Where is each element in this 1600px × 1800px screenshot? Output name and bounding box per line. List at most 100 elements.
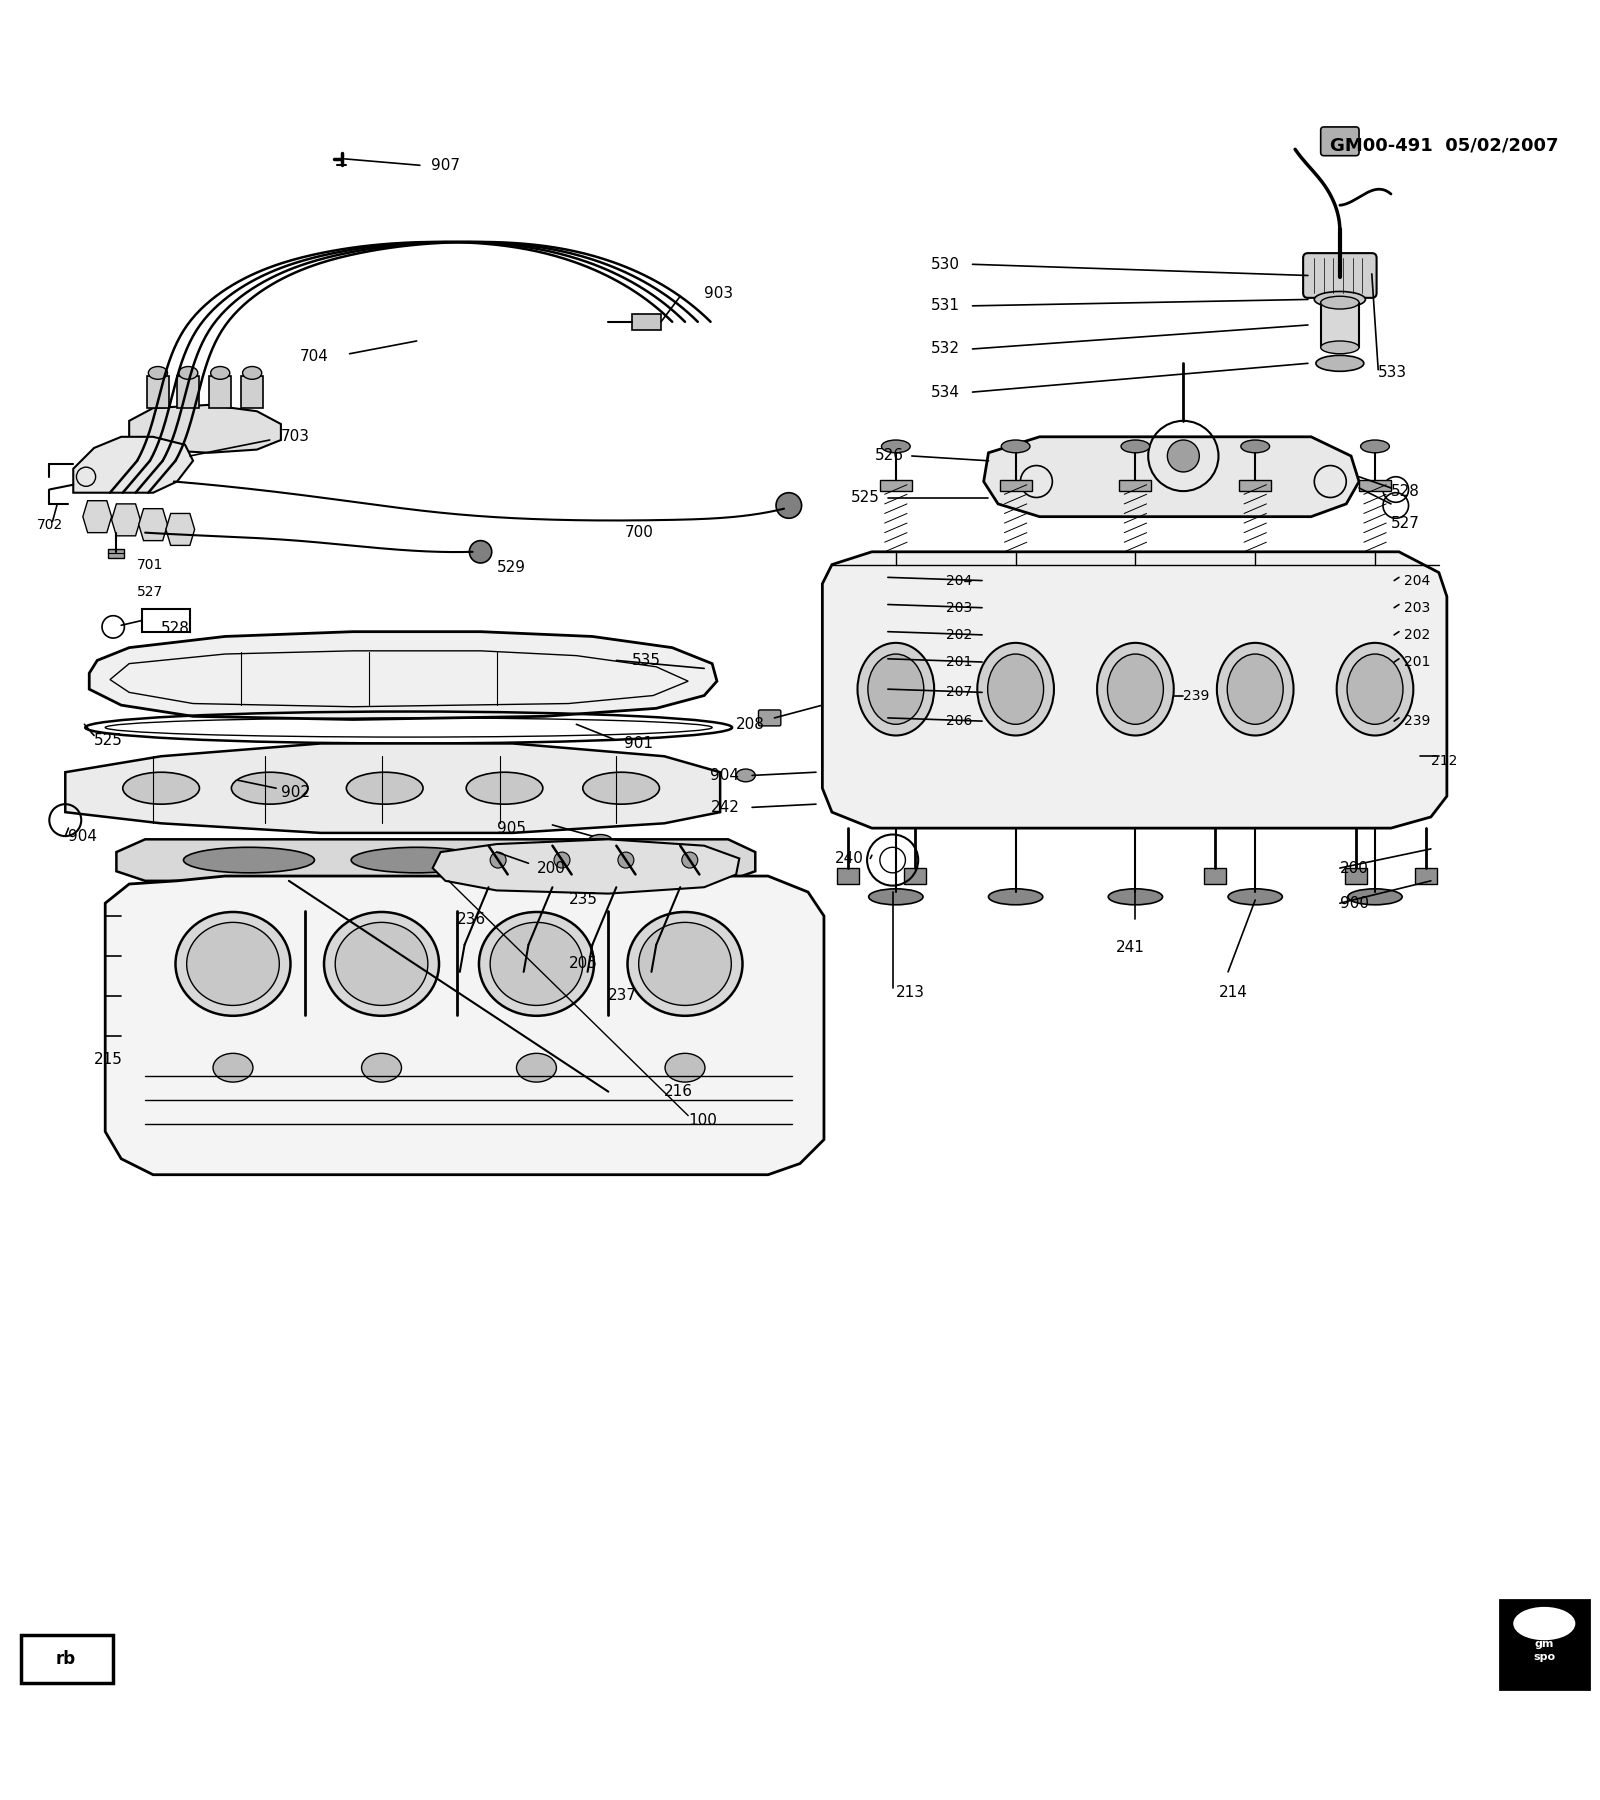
Ellipse shape xyxy=(1098,643,1174,736)
Ellipse shape xyxy=(1320,297,1358,310)
Text: 528: 528 xyxy=(162,621,190,635)
Ellipse shape xyxy=(123,772,200,805)
Text: 204: 204 xyxy=(1403,574,1430,587)
Text: 208: 208 xyxy=(736,716,765,733)
Text: 202: 202 xyxy=(1403,628,1430,643)
Text: 206: 206 xyxy=(946,715,973,729)
Polygon shape xyxy=(106,877,824,1175)
Text: 527: 527 xyxy=(1390,515,1419,531)
Text: 212: 212 xyxy=(1430,754,1458,769)
Circle shape xyxy=(1168,439,1200,472)
Text: 207: 207 xyxy=(946,686,973,700)
Ellipse shape xyxy=(350,848,482,873)
Bar xyxy=(837,868,859,884)
Bar xyxy=(210,376,232,409)
Ellipse shape xyxy=(1122,439,1150,454)
Ellipse shape xyxy=(184,848,315,873)
Ellipse shape xyxy=(211,367,230,380)
Ellipse shape xyxy=(867,653,923,724)
Text: 907: 907 xyxy=(430,158,459,173)
Bar xyxy=(1120,481,1152,491)
Text: 900: 900 xyxy=(1339,896,1370,911)
Ellipse shape xyxy=(213,1053,253,1082)
Text: 905: 905 xyxy=(496,821,525,835)
Text: 241: 241 xyxy=(1117,940,1146,956)
Ellipse shape xyxy=(187,922,280,1006)
Ellipse shape xyxy=(243,367,262,380)
Circle shape xyxy=(554,851,570,868)
Ellipse shape xyxy=(1229,889,1282,905)
Text: 901: 901 xyxy=(624,736,653,751)
FancyBboxPatch shape xyxy=(1302,254,1376,297)
Polygon shape xyxy=(112,504,141,536)
Text: 202: 202 xyxy=(946,628,973,643)
Text: 902: 902 xyxy=(282,785,310,801)
Ellipse shape xyxy=(987,653,1043,724)
Text: 535: 535 xyxy=(632,653,661,668)
Ellipse shape xyxy=(517,1053,557,1082)
Polygon shape xyxy=(166,513,195,545)
Text: 527: 527 xyxy=(138,585,163,599)
Ellipse shape xyxy=(1002,439,1030,454)
Text: 201: 201 xyxy=(1403,655,1430,670)
Polygon shape xyxy=(130,405,282,454)
FancyBboxPatch shape xyxy=(1320,128,1358,155)
Text: 904: 904 xyxy=(710,769,739,783)
Circle shape xyxy=(469,540,491,563)
Ellipse shape xyxy=(666,1053,706,1082)
Ellipse shape xyxy=(336,922,427,1006)
Ellipse shape xyxy=(466,772,542,805)
Text: 904: 904 xyxy=(69,828,98,844)
Ellipse shape xyxy=(1347,653,1403,724)
Text: 204: 204 xyxy=(946,574,973,587)
Text: 213: 213 xyxy=(896,985,925,1001)
Text: gm
spo: gm spo xyxy=(1533,1640,1555,1661)
Ellipse shape xyxy=(518,848,650,873)
Text: 525: 525 xyxy=(851,490,880,506)
Polygon shape xyxy=(90,632,717,720)
Bar xyxy=(904,868,926,884)
Text: 237: 237 xyxy=(608,988,637,1003)
Ellipse shape xyxy=(627,913,742,1015)
Ellipse shape xyxy=(149,367,168,380)
Ellipse shape xyxy=(582,772,659,805)
Text: 525: 525 xyxy=(94,733,123,747)
Ellipse shape xyxy=(346,772,422,805)
Ellipse shape xyxy=(1107,653,1163,724)
Text: 239: 239 xyxy=(1403,715,1430,729)
Text: 530: 530 xyxy=(931,257,960,272)
Ellipse shape xyxy=(232,772,309,805)
Bar xyxy=(632,313,661,329)
Bar xyxy=(147,376,170,409)
Bar xyxy=(1358,481,1390,491)
Bar xyxy=(242,376,264,409)
Text: 701: 701 xyxy=(138,558,163,572)
Text: 242: 242 xyxy=(710,799,739,815)
Ellipse shape xyxy=(858,643,934,736)
Circle shape xyxy=(682,851,698,868)
Bar xyxy=(1320,302,1358,347)
Text: 702: 702 xyxy=(37,518,62,531)
Circle shape xyxy=(776,493,802,518)
Ellipse shape xyxy=(1242,439,1269,454)
Text: 239: 239 xyxy=(1184,689,1210,702)
Text: 205: 205 xyxy=(568,956,597,972)
Ellipse shape xyxy=(1314,292,1365,308)
FancyBboxPatch shape xyxy=(1499,1600,1589,1688)
Bar xyxy=(142,610,190,632)
Text: 526: 526 xyxy=(875,448,904,463)
Ellipse shape xyxy=(490,922,582,1006)
Ellipse shape xyxy=(1315,355,1363,371)
Text: 534: 534 xyxy=(931,385,960,400)
FancyBboxPatch shape xyxy=(758,709,781,725)
Text: 203: 203 xyxy=(946,601,973,616)
Polygon shape xyxy=(984,437,1358,517)
Ellipse shape xyxy=(362,1053,402,1082)
Bar xyxy=(1414,868,1437,884)
Ellipse shape xyxy=(325,913,438,1015)
Text: 528: 528 xyxy=(1390,484,1419,499)
Text: 903: 903 xyxy=(704,286,733,301)
Ellipse shape xyxy=(978,643,1054,736)
Ellipse shape xyxy=(736,769,755,781)
Polygon shape xyxy=(117,839,755,880)
